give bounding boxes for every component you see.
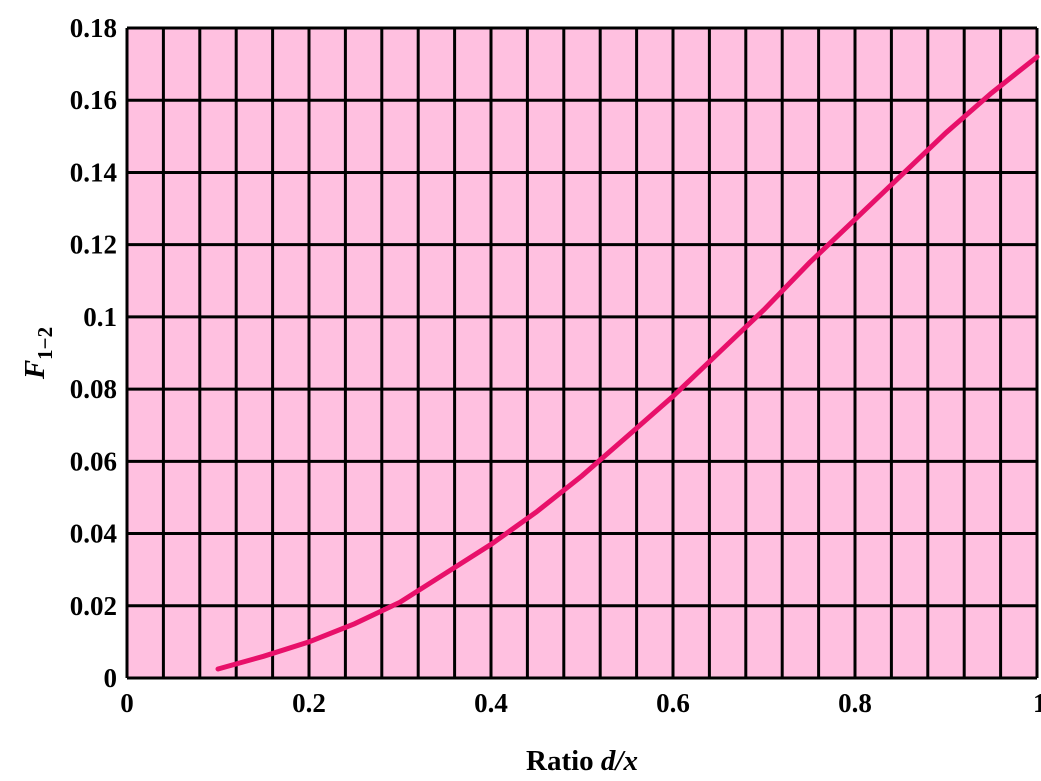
y-tick-label: 0 xyxy=(104,663,118,693)
x-axis-title-text: Ratio xyxy=(526,745,594,777)
x-tick-label: 0 xyxy=(120,688,134,718)
y-tick-label: 0.1 xyxy=(83,302,117,332)
y-tick-labels: 0 0.02 0.04 0.06 0.08 0.1 0.12 0.14 0.16 0.18 xyxy=(70,13,117,693)
x-tick-labels: 0 0.2 0.4 0.6 0.8 1 xyxy=(120,688,1041,718)
grid xyxy=(125,26,1039,680)
x-tick-label: 0.6 xyxy=(656,688,690,718)
series-line xyxy=(215,54,1040,672)
y-axis-title-variable: F xyxy=(19,360,51,380)
y-tick-label: 0.14 xyxy=(70,157,117,187)
y-tick-label: 0.02 xyxy=(70,591,117,621)
x-tick-label: 0.2 xyxy=(292,688,326,718)
y-axis-title-subscript: 1−2 xyxy=(33,327,57,360)
y-tick-label: 0.18 xyxy=(70,13,117,43)
x-axis-title: Ratio d/x xyxy=(526,745,638,777)
y-tick-label: 0.04 xyxy=(70,519,117,549)
y-tick-label: 0.16 xyxy=(70,85,117,115)
y-tick-label: 0.06 xyxy=(70,446,117,476)
y-axis-title: F1−2 xyxy=(19,327,57,380)
plot-area xyxy=(127,28,1037,678)
y-tick-label: 0.08 xyxy=(70,374,117,404)
y-tick-label: 0.12 xyxy=(70,230,117,260)
x-tick-label: 1 xyxy=(1033,688,1041,718)
x-tick-label: 0.4 xyxy=(474,688,508,718)
x-tick-label: 0.8 xyxy=(838,688,872,718)
x-axis-title-variable: d/x xyxy=(601,745,638,777)
